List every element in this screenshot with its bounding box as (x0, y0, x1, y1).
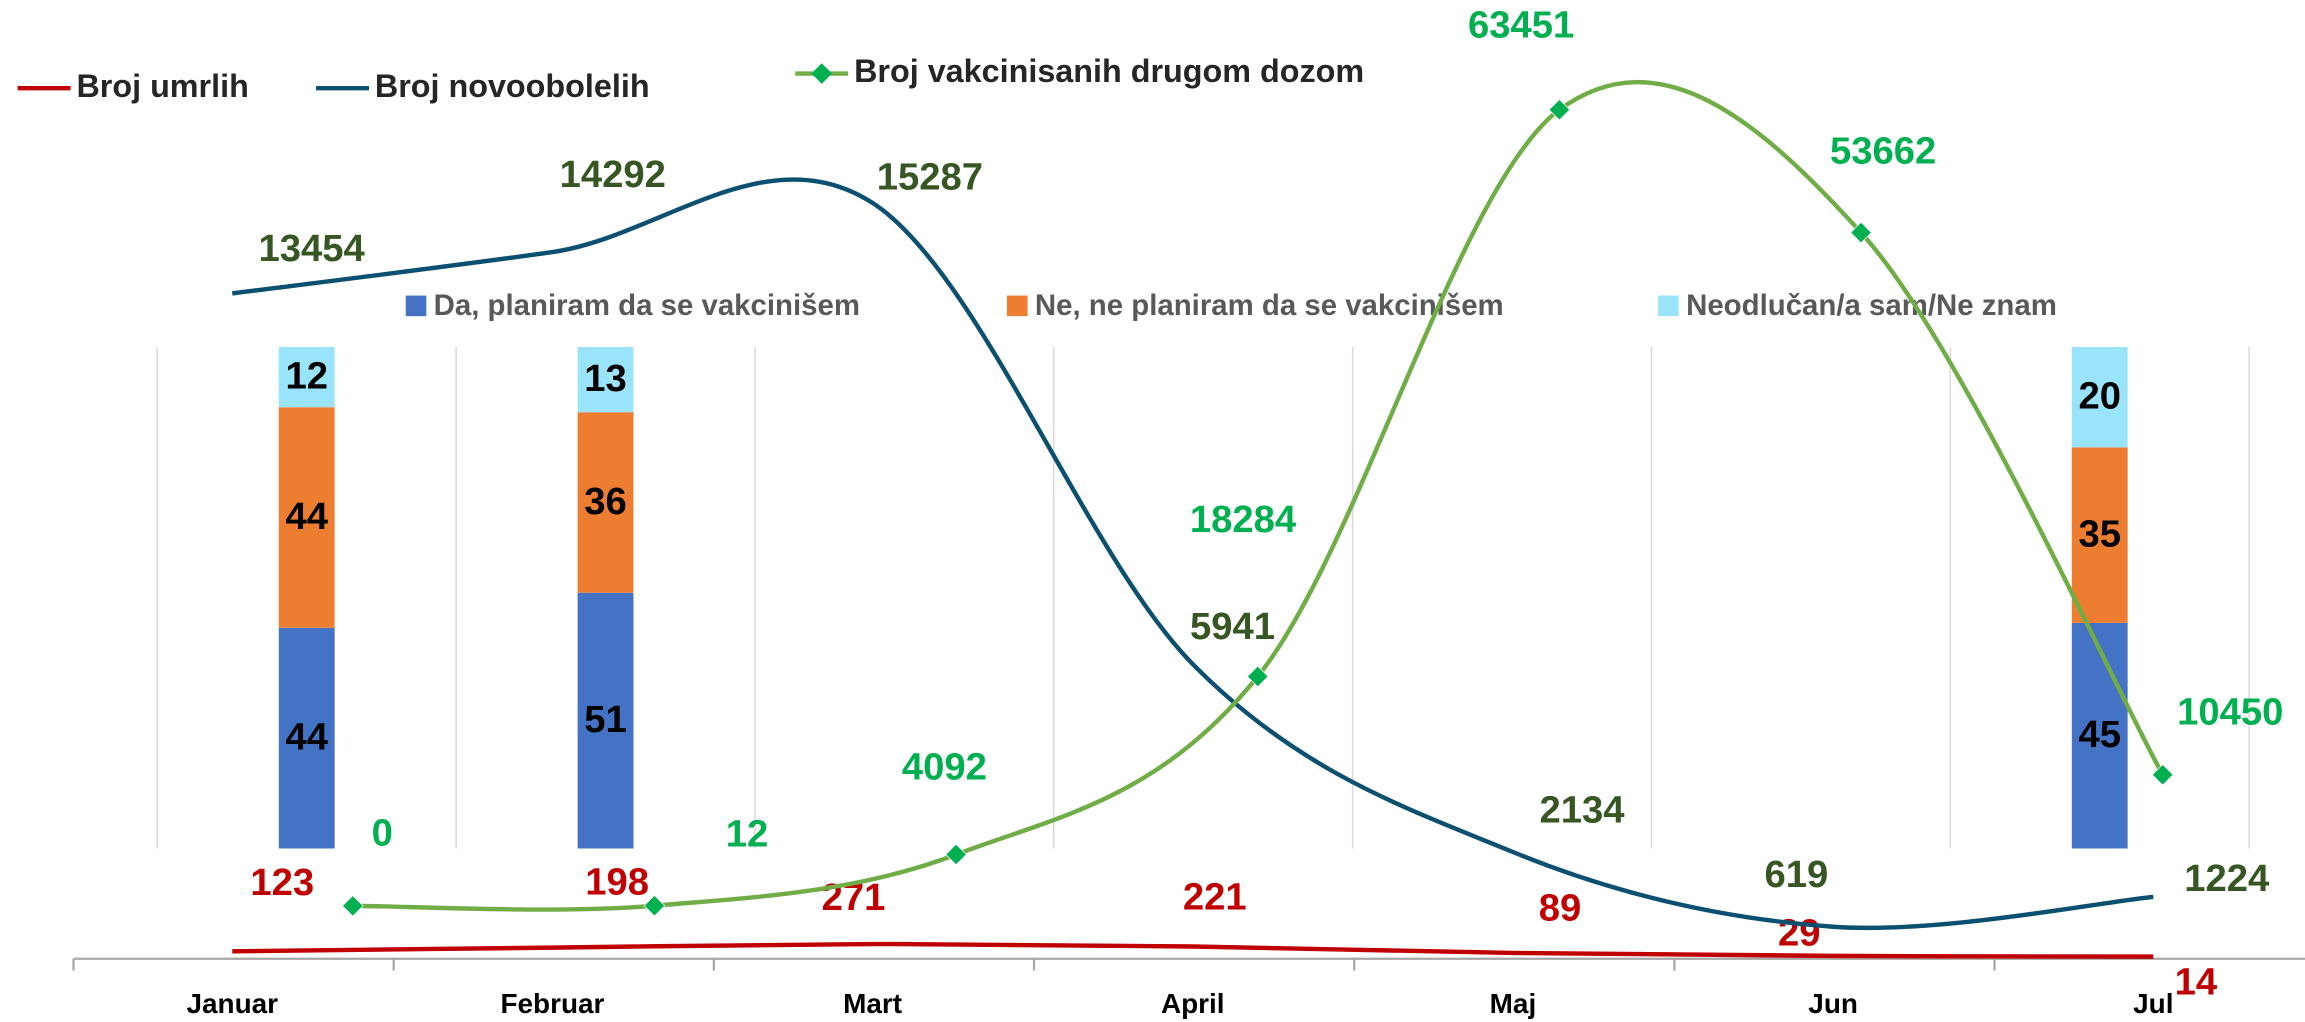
bar-segment (278, 627, 335, 849)
x-tick-label: Januar (186, 988, 278, 1019)
data-label: 12 (726, 813, 769, 856)
bar-layer: Da, planiram da se vakcinišem Ne, ne plan… (156, 289, 2250, 849)
data-label: 1224 (2184, 857, 2270, 900)
x-tick-label: April (1161, 988, 1225, 1019)
data-label: 14 (2175, 961, 2218, 1004)
bar-segment (278, 407, 335, 628)
bar-value-label: 44 (285, 716, 328, 759)
marker (2151, 763, 2174, 786)
data-label: 221 (1183, 876, 1247, 919)
data-label: 29 (1778, 911, 1821, 954)
bar-value-label: 20 (2078, 375, 2121, 418)
x-tick-label: Jun (1808, 988, 1858, 1019)
data-label: 10450 (2177, 691, 2283, 734)
legend-label: Broj umrlih (76, 68, 248, 104)
legend-swatch (405, 295, 427, 317)
legend-swatch (1658, 295, 1679, 317)
marker (643, 894, 666, 917)
x-tick-label: Februar (500, 988, 604, 1019)
bar-segment (2071, 347, 2128, 448)
bar-segment (2071, 447, 2128, 623)
data-label: 2134 (1540, 788, 1626, 831)
data-label: 4092 (902, 745, 987, 788)
data-label: 63451 (1468, 4, 1574, 47)
data-label: 14292 (560, 153, 666, 196)
legend-label: Neodlučan/a sam/Ne znam (1686, 289, 2057, 322)
bar-value-label: 35 (2078, 513, 2121, 556)
legend-marker (811, 63, 833, 84)
marker (1548, 98, 1571, 121)
bar-value-label: 36 (584, 480, 627, 523)
x-tick-label: Mart (843, 988, 902, 1019)
bar-value-label: 13 (584, 357, 627, 400)
x-tick-label: Jul (2133, 988, 2173, 1019)
data-label: 89 (1539, 886, 1582, 929)
legend-label: Broj vakcinisanih drugom dozom (854, 53, 1364, 89)
legend-label: Broj novoobolelih (375, 68, 650, 104)
marker (945, 843, 967, 866)
bar-value-label: 44 (285, 495, 328, 538)
data-label: 13454 (259, 227, 366, 270)
data-label: 18284 (1190, 498, 1297, 541)
bar-value-label: 12 (285, 355, 328, 398)
line (232, 941, 2154, 959)
marker (1850, 221, 1872, 244)
data-label: 53662 (1830, 129, 1936, 172)
line (231, 177, 2154, 931)
x-tick-label: Maj (1490, 988, 1537, 1019)
data-label: 15287 (877, 156, 983, 199)
data-label: 0 (372, 811, 393, 854)
marker (1246, 665, 1269, 688)
data-label: 5941 (1190, 605, 1275, 648)
data-label: 123 (250, 861, 314, 904)
data-label: 619 (1764, 853, 1828, 896)
bar-segment (278, 347, 335, 408)
legend-label: Ne, ne planiram da se vakcinišem (1035, 289, 1504, 322)
legend-swatch (1006, 295, 1028, 317)
bar-value-label: 51 (584, 698, 627, 741)
data-label: 198 (585, 860, 649, 903)
bar-value-label: 45 (2078, 713, 2121, 756)
bar-segment (577, 347, 634, 413)
bar-segment (577, 592, 634, 849)
bar-segment (577, 412, 634, 593)
legend-label: Da, planiram da se vakcinišem (434, 289, 860, 322)
line (352, 80, 2165, 912)
bar-segment (2071, 622, 2128, 849)
marker (341, 895, 364, 917)
